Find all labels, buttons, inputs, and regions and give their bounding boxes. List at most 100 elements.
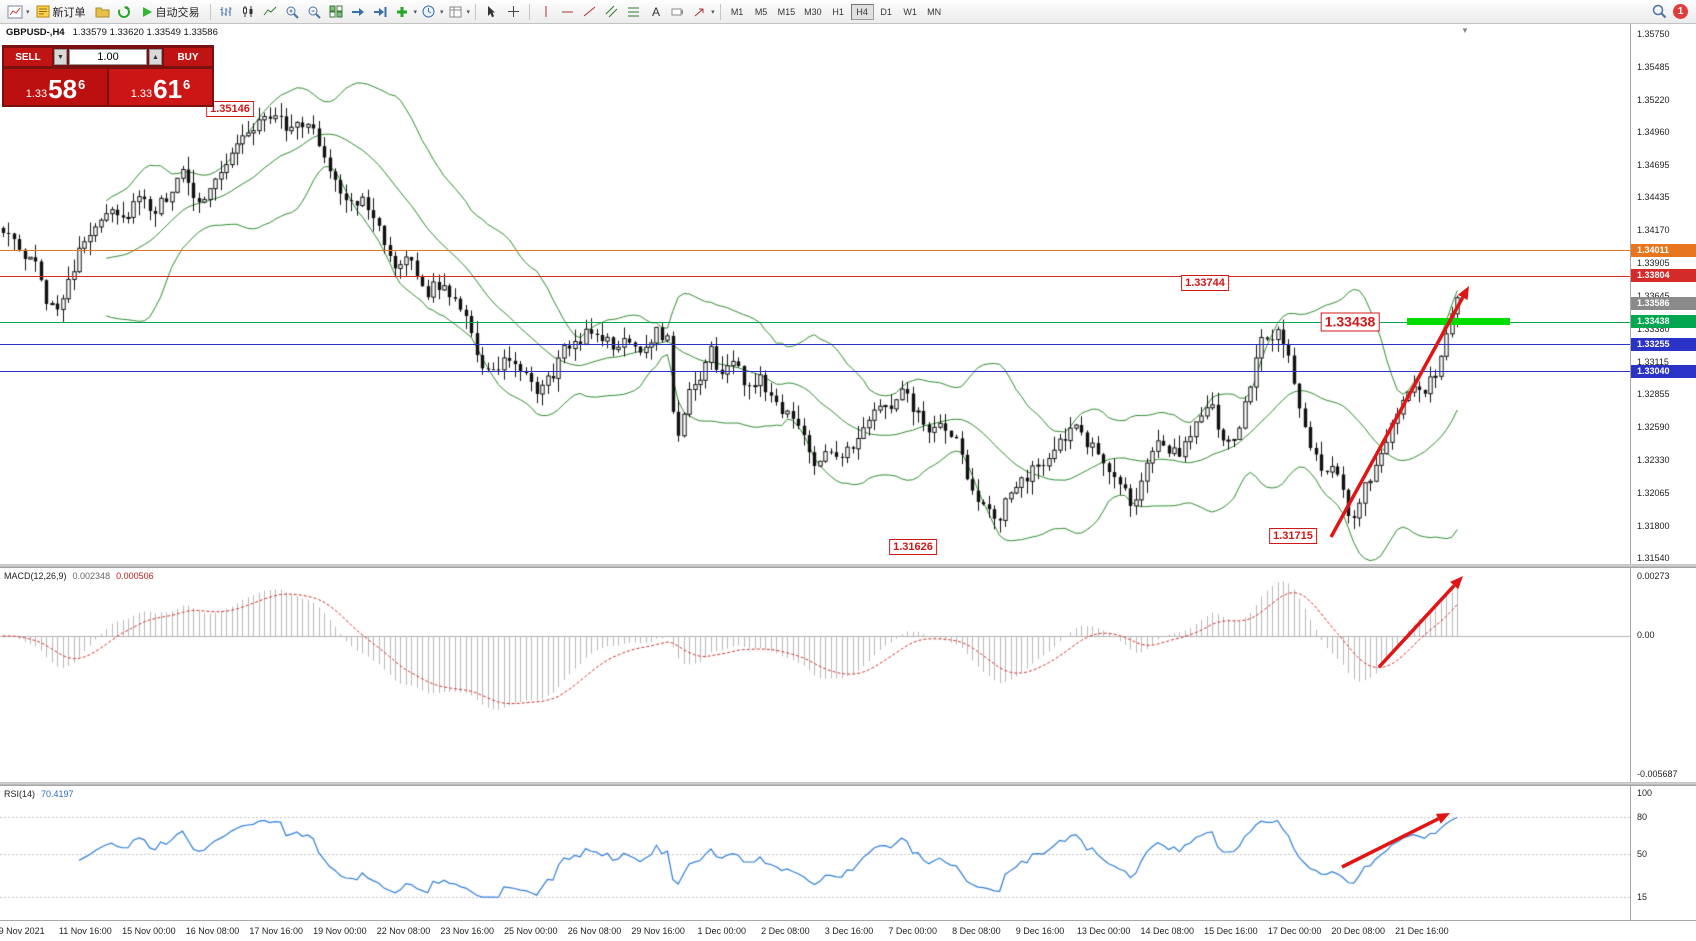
time-tick: 9 Nov 2021: [0, 926, 45, 936]
periods-icon[interactable]: [418, 2, 439, 21]
timeframe-m15-button[interactable]: M15: [777, 6, 796, 17]
templates-icon[interactable]: [445, 2, 466, 21]
arrow-tools-caret-icon[interactable]: ▾: [711, 8, 715, 16]
buy-button[interactable]: BUY: [164, 48, 212, 66]
price-tick: 1.33645: [1637, 291, 1670, 301]
time-tick: 3 Dec 16:00: [824, 926, 874, 936]
templates-caret-icon[interactable]: ▾: [466, 8, 471, 16]
indicators-icon[interactable]: [392, 2, 413, 21]
time-tick: 7 Dec 00:00: [888, 926, 937, 936]
price-tick: 1.32855: [1637, 389, 1670, 400]
tile-windows-icon[interactable]: [326, 2, 347, 21]
fibonacci-icon[interactable]: [623, 2, 644, 21]
buy-price-pips: 61: [153, 74, 183, 104]
chart-shift-icon[interactable]: [370, 2, 391, 21]
bar-chart-icon[interactable]: [216, 2, 237, 21]
price-annotation-1.31626[interactable]: 1.31626: [889, 539, 937, 555]
svg-text:A: A: [652, 5, 660, 18]
sell-button[interactable]: SELL: [4, 48, 52, 66]
volume-input[interactable]: [69, 49, 147, 65]
highlight-segment[interactable]: [1407, 318, 1510, 325]
periods-caret-icon[interactable]: ▾: [440, 8, 444, 16]
time-tick: 21 Dec 16:00: [1395, 926, 1449, 936]
timeframe-d1-button[interactable]: D1: [880, 6, 892, 17]
vertical-line-icon[interactable]: [535, 2, 556, 21]
time-axis[interactable]: 9 Nov 2021 11 Nov 16:00 15 Nov 00:00 16 Nov…: [0, 920, 1696, 941]
timeframe-h1-button[interactable]: H1: [832, 6, 844, 17]
timeframe-m5-button[interactable]: M5: [754, 6, 768, 17]
search-icon[interactable]: [1649, 2, 1670, 21]
price-annotation-1.31715[interactable]: 1.31715: [1269, 528, 1317, 544]
new-chart-icon[interactable]: [4, 2, 25, 21]
candlestick-chart-icon[interactable]: [238, 2, 259, 21]
refresh-icon[interactable]: [114, 2, 135, 21]
price-chart-panel[interactable]: 1.35750 1.35485 1.35220 1.34960 1.34695 1.344…: [0, 24, 1696, 564]
horizontal-line-icon[interactable]: [557, 2, 578, 21]
time-tick: 8 Dec 08:00: [952, 926, 1001, 936]
macd-canvas[interactable]: [0, 568, 1630, 782]
sell-price-pips: 58: [48, 74, 78, 104]
autotrading-button[interactable]: 自动交易: [136, 3, 205, 21]
indicators-caret-icon[interactable]: ▾: [413, 8, 418, 16]
sell-price-point: 6: [78, 77, 86, 92]
price-line-1.33804[interactable]: [0, 275, 1630, 277]
new-order-button[interactable]: 新订单: [31, 3, 91, 21]
chart-shift-marker[interactable]: ▼: [1461, 26, 1469, 35]
timeframe-m30-button[interactable]: M30: [804, 6, 822, 17]
volume-increase-button[interactable]: ▲: [149, 49, 162, 65]
price-badge-1.34011: 1.34011: [1631, 243, 1696, 257]
price-axis[interactable]: 1.35750 1.35485 1.35220 1.34960 1.34695 1.344…: [1630, 24, 1696, 564]
price-line-1.33040[interactable]: [0, 371, 1630, 373]
line-chart-icon[interactable]: [260, 2, 281, 21]
notification-badge[interactable]: 1: [1673, 4, 1688, 19]
price-tick: 1.35750: [1637, 28, 1670, 39]
panel-divider-2[interactable]: [0, 782, 1696, 786]
rsi-value: 70.4197: [41, 789, 74, 799]
timeframe-m1-button[interactable]: M1: [730, 6, 744, 17]
crosshair-icon[interactable]: [503, 2, 524, 21]
macd-panel[interactable]: 0.00273 0.00 -0.005687 MACD(12,26,9) 0.002…: [0, 568, 1696, 782]
sell-price-base: 1.33: [25, 88, 48, 100]
buy-price-display[interactable]: 1.33 61 6: [109, 69, 212, 105]
rsi-level-50: 50: [1637, 849, 1648, 859]
auto-scroll-icon[interactable]: [348, 2, 369, 21]
rsi-panel[interactable]: 100 80 50 15 RSI(14) 70.4197: [0, 786, 1696, 920]
timeframe-w1-button[interactable]: W1: [903, 6, 917, 17]
price-annotation-1.33744[interactable]: 1.33744: [1181, 275, 1229, 291]
zoom-in-icon[interactable]: [282, 2, 303, 21]
text-icon[interactable]: A: [645, 2, 666, 21]
chart-profiles-icon[interactable]: [92, 2, 113, 21]
price-annotation-1.35146[interactable]: 1.35146: [206, 101, 254, 117]
price-tick: 1.31540: [1637, 553, 1670, 563]
panel-divider-1[interactable]: [0, 564, 1696, 568]
arrow-tools-icon[interactable]: [689, 2, 710, 21]
new-chart-caret-icon[interactable]: ▾: [26, 8, 30, 16]
macd-value-main: 0.002348: [72, 571, 111, 581]
timeframe-mn-button[interactable]: MN: [927, 6, 942, 17]
sell-price-display[interactable]: 1.33 58 6: [4, 69, 107, 105]
price-line-1.33255[interactable]: [0, 344, 1630, 346]
rsi-canvas[interactable]: [0, 786, 1630, 920]
macd-scale-max: 0.00273: [1637, 571, 1670, 581]
time-tick: 16 Nov 08:00: [185, 926, 240, 936]
price-line-1.34011[interactable]: [0, 250, 1630, 252]
price-tick: 1.34170: [1637, 225, 1670, 236]
label-icon[interactable]: [667, 2, 688, 21]
price-line-1.33438[interactable]: [0, 321, 1630, 323]
cursor-icon[interactable]: [481, 2, 502, 21]
trendline-icon[interactable]: [579, 2, 600, 21]
channel-icon[interactable]: [601, 2, 622, 21]
price-badge-1.33438: 1.33438: [1631, 315, 1696, 328]
timeframe-h4-button[interactable]: H4: [850, 3, 874, 20]
price-tick: 1.34960: [1637, 126, 1670, 137]
order-form-icon: [36, 5, 50, 18]
zoom-out-icon[interactable]: [304, 2, 325, 21]
rsi-axis[interactable]: 100 80 50 15: [1630, 786, 1696, 920]
macd-axis[interactable]: 0.00273 0.00 -0.005687: [1630, 568, 1696, 782]
price-badge-1.33040: 1.33040: [1631, 364, 1696, 378]
rsi-level-15: 15: [1637, 891, 1648, 902]
volume-decrease-button[interactable]: ▼: [54, 49, 67, 65]
timeframe-group: M1 M5 M15 M30 H1 H4 D1 W1 MN: [726, 3, 946, 20]
macd-scale-min: -0.005687: [1637, 769, 1678, 779]
price-annotation-1.33438[interactable]: 1.33438: [1320, 312, 1380, 332]
